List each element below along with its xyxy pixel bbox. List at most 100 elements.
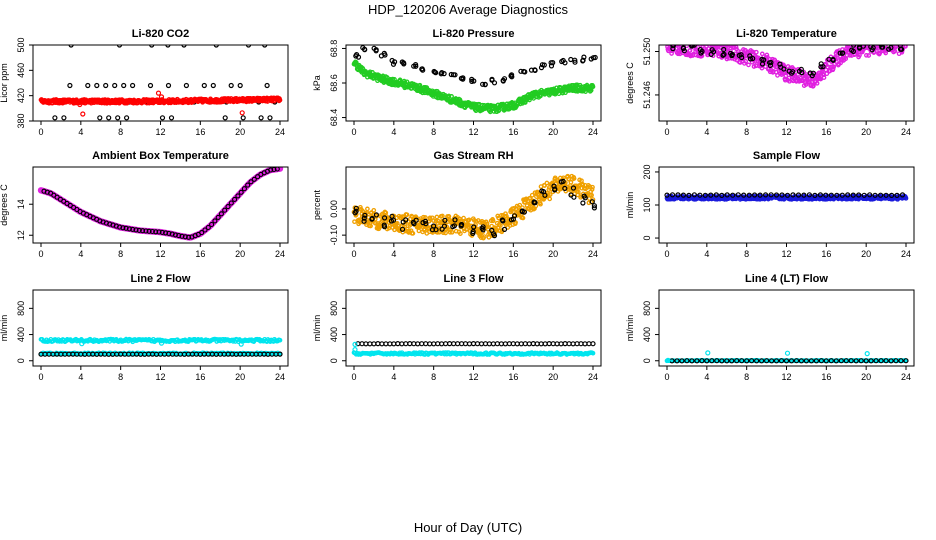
x-tick-label: 12	[155, 127, 165, 137]
data-point	[169, 231, 175, 237]
x-tick-label: 20	[235, 372, 245, 382]
x-tick-label: 4	[391, 249, 396, 259]
data-point	[558, 341, 564, 347]
y-tick-label: 0	[642, 358, 652, 363]
data-point	[699, 358, 705, 364]
x-tick-label: 4	[78, 127, 83, 137]
data-point	[381, 50, 387, 57]
data-point	[713, 192, 719, 198]
data-point	[731, 45, 737, 49]
data-point	[130, 82, 136, 89]
data-point	[848, 358, 854, 364]
data-point	[571, 176, 577, 181]
data-point	[541, 62, 547, 68]
data-point	[897, 45, 900, 46]
x-tick-label: 16	[508, 127, 518, 137]
data-point	[828, 358, 834, 364]
x-tick-label: 20	[235, 127, 245, 137]
x-tick-label: 4	[391, 127, 396, 137]
data-point	[546, 341, 552, 347]
data-point	[168, 115, 175, 121]
data-point	[845, 192, 851, 198]
data-point	[680, 45, 687, 51]
x-tick-label: 16	[508, 372, 518, 382]
data-point	[181, 45, 187, 48]
data-point	[888, 45, 894, 51]
data-point	[361, 215, 367, 221]
data-point	[902, 45, 905, 46]
data-point	[416, 228, 422, 234]
data-point	[898, 41, 901, 44]
data-point	[821, 75, 827, 80]
data-point	[887, 45, 890, 46]
data-point	[470, 229, 476, 235]
data-point	[566, 341, 572, 347]
data-point	[414, 215, 419, 221]
data-point	[480, 81, 486, 87]
data-point	[212, 218, 218, 224]
data-point	[724, 192, 730, 198]
data-point	[460, 75, 466, 81]
data-point	[895, 37, 898, 40]
data-point	[701, 45, 702, 46]
data-point	[667, 38, 670, 41]
data-point	[238, 189, 244, 195]
data-point	[665, 357, 671, 363]
data-point	[210, 82, 216, 89]
data-point	[61, 115, 67, 121]
data-point	[379, 341, 385, 347]
data-point	[443, 230, 448, 236]
data-point	[885, 37, 888, 40]
data-point	[871, 45, 873, 46]
data-point	[375, 341, 381, 347]
data-point	[552, 186, 558, 192]
data-point	[199, 230, 205, 236]
x-tick-label: 24	[901, 372, 911, 382]
data-point	[538, 201, 543, 207]
data-point	[790, 192, 796, 198]
data-point	[522, 69, 528, 75]
data-point	[675, 192, 681, 198]
data-point	[225, 204, 231, 210]
data-point	[757, 192, 763, 198]
x-tick-label: 0	[664, 372, 669, 382]
data-point	[222, 207, 228, 213]
data-point	[834, 192, 840, 198]
data-point	[809, 72, 815, 79]
data-point	[67, 82, 73, 89]
data-point	[498, 341, 504, 347]
data-point	[708, 51, 714, 58]
data-point	[673, 45, 679, 47]
data-point	[781, 66, 787, 72]
data-point	[882, 40, 885, 43]
data-point	[427, 341, 433, 347]
data-point	[80, 111, 86, 117]
series-line-2-cyan	[38, 336, 283, 345]
data-point	[820, 63, 826, 70]
chart-data-group	[664, 192, 909, 202]
data-point	[544, 180, 550, 186]
data-point	[353, 205, 359, 211]
data-point	[762, 192, 769, 198]
data-point	[395, 341, 401, 347]
data-point	[156, 229, 162, 235]
series-line-3-start	[352, 341, 358, 353]
x-tick-label: 12	[468, 127, 478, 137]
data-point	[419, 341, 425, 347]
data-point	[669, 40, 672, 43]
data-point	[352, 210, 358, 216]
data-point	[803, 358, 810, 364]
data-point	[775, 73, 780, 78]
data-point	[494, 341, 500, 347]
data-point	[228, 200, 234, 206]
chart-ylabel: ml/min	[0, 315, 9, 342]
x-tick-label: 12	[781, 127, 791, 137]
data-point	[471, 78, 477, 84]
chart-panel-4: Ambient Box Temperature degrees C 0 4 8 12 16 2…	[0, 150, 289, 259]
x-tick-label: 0	[664, 127, 669, 137]
data-point	[466, 217, 472, 223]
data-point	[158, 340, 165, 346]
data-point	[449, 229, 455, 235]
data-point	[542, 341, 548, 347]
